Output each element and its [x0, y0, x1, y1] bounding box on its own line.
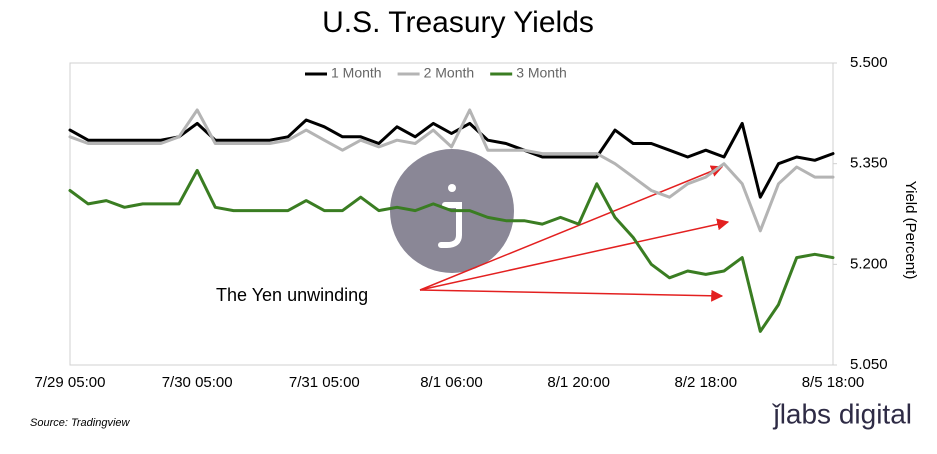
y-tick-label: 5.050	[850, 356, 888, 373]
y-tick-label: 5.500	[850, 54, 888, 71]
legend-label: 1 Month	[331, 65, 382, 81]
x-tick-label: 7/30 05:00	[162, 374, 233, 391]
x-tick-label: 7/31 05:00	[289, 374, 360, 391]
y-tick-label: 5.200	[850, 255, 888, 272]
x-tick-label: 8/5 18:00	[802, 374, 865, 391]
source-note: Source: Tradingview	[30, 417, 131, 429]
annotation: The Yen unwinding	[216, 285, 368, 305]
plot-frame	[69, 62, 834, 366]
y-axis-label: Yield (Percent)	[902, 181, 919, 280]
series-line	[68, 118, 835, 199]
x-tick-label: 8/2 18:00	[675, 374, 738, 391]
x-tick-label: 7/29 05:00	[35, 374, 106, 391]
series-line	[68, 168, 835, 333]
series-line	[68, 108, 835, 233]
x-tick-label: 8/1 20:00	[547, 374, 610, 391]
legend-label: 2 Month	[424, 65, 475, 81]
legend-label: 3 Month	[516, 65, 567, 81]
annotation-arrows	[419, 165, 730, 302]
x-tick-label: 8/1 06:00	[420, 374, 483, 391]
y-tick-label: 5.350	[850, 155, 888, 172]
brand: ǰlabs digital	[771, 398, 912, 429]
chart-title: U.S. Treasury Yields	[322, 6, 594, 39]
